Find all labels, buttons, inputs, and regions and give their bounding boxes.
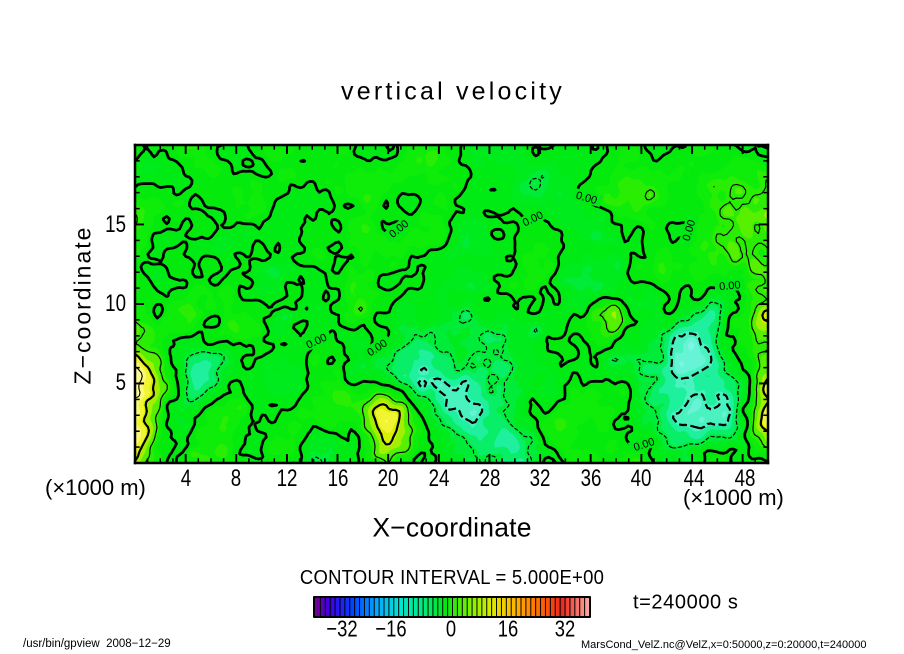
- svg-text:0.00: 0.00: [574, 190, 598, 207]
- svg-text:0.00: 0.00: [681, 218, 699, 242]
- svg-text:0.00: 0.00: [304, 332, 328, 352]
- svg-text:0.00: 0.00: [632, 436, 656, 454]
- svg-text:0.00: 0.00: [719, 279, 741, 293]
